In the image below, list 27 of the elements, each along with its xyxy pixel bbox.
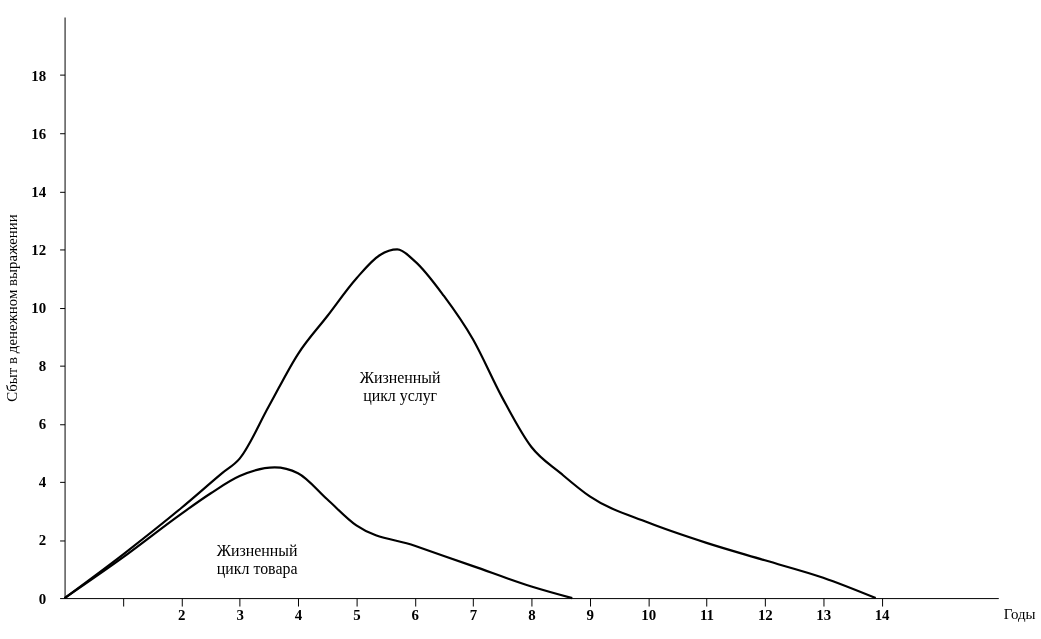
- y-tick-label: 4: [38, 474, 47, 491]
- x-tick-label: 6: [411, 607, 419, 624]
- x-tick-label: 12: [757, 607, 773, 624]
- x-tick-label: 10: [641, 607, 657, 624]
- x-tick-label: 9: [586, 607, 594, 624]
- x-tick-label: 4: [294, 607, 303, 624]
- y-tick-label: 10: [31, 300, 47, 317]
- x-tick-label: 11: [699, 607, 715, 624]
- y-tick-label: 2: [38, 532, 47, 549]
- x-tick-label: 2: [178, 607, 186, 624]
- x-tick-label: 5: [353, 607, 361, 624]
- y-tick-label: 6: [38, 416, 47, 433]
- x-tick-label: 7: [469, 607, 478, 624]
- y-tick-label: 12: [31, 241, 47, 258]
- x-tick-label: 14: [874, 607, 891, 624]
- x-tick-label: 8: [528, 607, 536, 624]
- text: Жизненный цикл услуг: [359, 369, 441, 406]
- x-axis-title: Годы: [1003, 606, 1036, 623]
- y-axis-title: Сбыт в денежном выражении: [4, 214, 21, 402]
- y-tick-label: 14: [31, 183, 47, 200]
- text: Жизненный цикл товара: [216, 541, 298, 578]
- y-tick-label: 18: [31, 67, 47, 84]
- y-tick-label: 16: [31, 125, 47, 142]
- y-tick-label: 0: [38, 590, 47, 607]
- y-tick-label: 8: [38, 358, 47, 375]
- x-tick-label: 3: [236, 607, 244, 624]
- x-tick-label: 13: [816, 607, 832, 624]
